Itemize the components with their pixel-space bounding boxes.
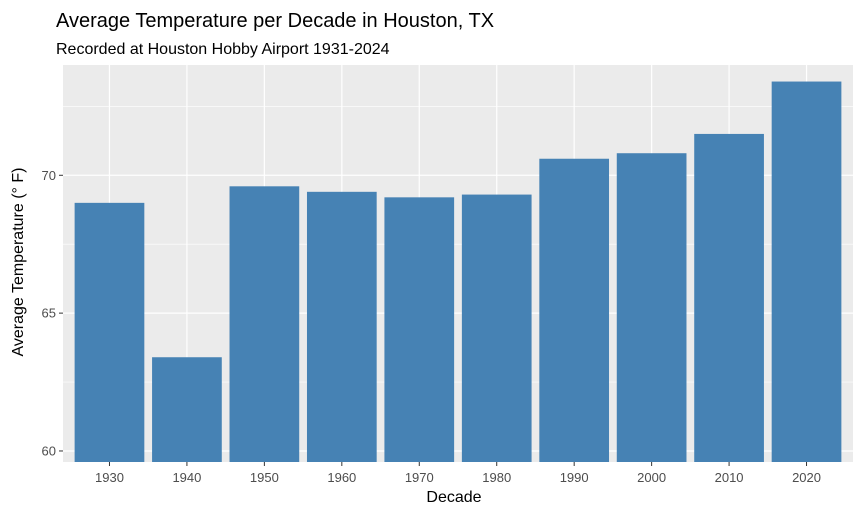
x-axis: 1930 1940 1950 1960 1970 1980 1990 2000 2010 2020 <box>95 462 821 485</box>
bar-1990 <box>539 158 610 462</box>
x-tick-label: 2020 <box>792 470 821 485</box>
x-tick-label: 1970 <box>405 470 434 485</box>
bar-2010 <box>694 133 764 462</box>
x-tick-label: 2000 <box>637 470 666 485</box>
bar-2000 <box>616 153 687 462</box>
y-axis: 60 65 70 <box>42 168 63 458</box>
bar-1980 <box>461 194 532 462</box>
x-tick-label: 1960 <box>327 470 356 485</box>
bar-1960 <box>306 191 377 462</box>
x-tick-label: 1980 <box>482 470 511 485</box>
chart-title: Average Temperature per Decade in Housto… <box>56 10 494 32</box>
x-tick-label: 2010 <box>715 470 744 485</box>
x-tick-label: 1990 <box>560 470 589 485</box>
chart-subtitle: Recorded at Houston Hobby Airport 1931-2… <box>56 41 390 58</box>
y-axis-title: Average Temperature (° F) <box>10 168 27 357</box>
x-tick-label: 1930 <box>95 470 124 485</box>
bar-2020 <box>771 81 842 463</box>
y-tick-label: 65 <box>42 306 56 321</box>
x-axis-title: Decade <box>426 489 481 506</box>
bars-group <box>74 81 842 463</box>
bar-1930 <box>74 202 145 462</box>
y-tick-label: 70 <box>42 168 56 183</box>
bar-1970 <box>384 197 455 463</box>
bar-1940 <box>152 357 222 462</box>
y-tick-label: 60 <box>42 443 56 458</box>
bar-1950 <box>229 186 300 463</box>
x-tick-label: 1940 <box>172 470 201 485</box>
x-tick-label: 1950 <box>250 470 279 485</box>
